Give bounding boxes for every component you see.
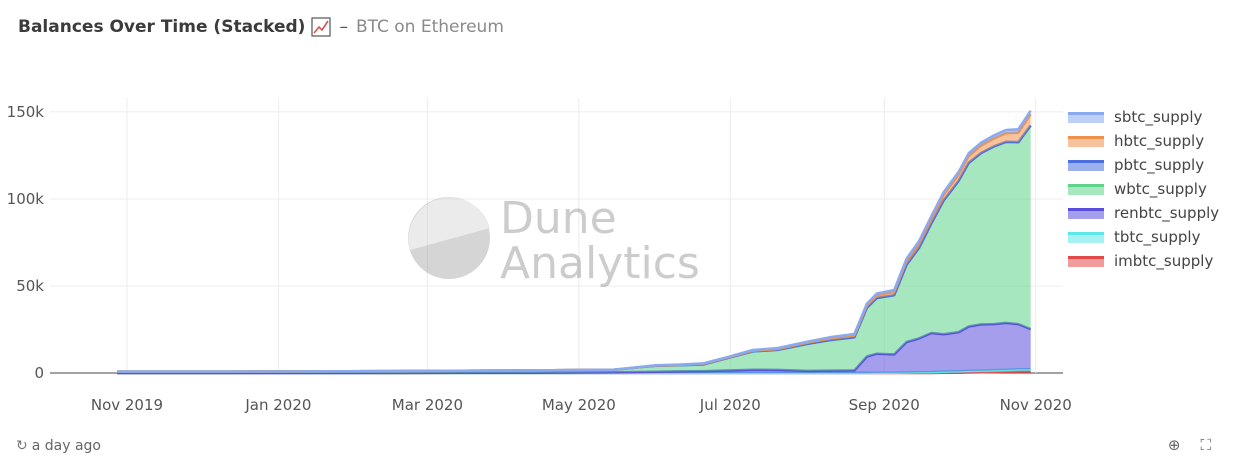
- legend-swatch-line: [1068, 112, 1104, 115]
- fullscreen-icon[interactable]: ⛶: [1200, 436, 1211, 454]
- legend-swatch: [1068, 111, 1104, 123]
- legend-item-tbtc_supply[interactable]: tbtc_supply: [1068, 225, 1219, 249]
- zoom-icon[interactable]: ⊕: [1167, 436, 1181, 454]
- legend-swatch-line: [1068, 256, 1104, 259]
- y-tick-label: 50k: [16, 277, 44, 295]
- legend-label: wbtc_supply: [1114, 180, 1207, 198]
- legend-swatch-line: [1068, 160, 1104, 163]
- x-tick-label: Mar 2020: [392, 396, 463, 414]
- watermark-line2: Analytics: [500, 238, 700, 289]
- line-sbtc_supply: [117, 110, 1032, 373]
- chart-header: Balances Over Time (Stacked) – BTC on Et…: [18, 14, 504, 40]
- y-tick-label: 0: [34, 364, 44, 382]
- area-renbtc_supply: [117, 322, 1031, 373]
- legend-label: renbtc_supply: [1114, 204, 1220, 222]
- legend-item-hbtc_supply[interactable]: hbtc_supply: [1068, 129, 1219, 153]
- y-tick-label: 100k: [7, 190, 45, 208]
- legend-swatch-line: [1068, 136, 1104, 139]
- updated-label: a day ago: [31, 438, 101, 454]
- x-tick-label: Nov 2019: [91, 396, 163, 414]
- legend-swatch-line: [1068, 232, 1104, 235]
- legend-swatch-fill: [1068, 138, 1104, 147]
- watermark-logo: [408, 197, 490, 279]
- chart-title: Balances Over Time (Stacked): [18, 17, 306, 37]
- x-tick-label: Jul 2020: [699, 396, 761, 414]
- legend-label: hbtc_supply: [1114, 132, 1205, 150]
- y-tick-label: 150k: [7, 103, 45, 121]
- legend-item-renbtc_supply[interactable]: renbtc_supply: [1068, 201, 1219, 225]
- x-tick-label: Sep 2020: [849, 396, 920, 414]
- last-updated: ↻ a day ago: [16, 438, 101, 454]
- legend-swatch-fill: [1068, 114, 1104, 123]
- legend-swatch: [1068, 135, 1104, 147]
- legend-swatch-fill: [1068, 210, 1104, 219]
- x-tick-label: Nov 2020: [1000, 396, 1072, 414]
- legend-label: tbtc_supply: [1114, 228, 1201, 246]
- x-tick-label: May 2020: [542, 396, 616, 414]
- legend-item-sbtc_supply[interactable]: sbtc_supply: [1068, 105, 1219, 129]
- line-chart-icon: [311, 17, 332, 37]
- legend-swatch-line: [1068, 184, 1104, 187]
- title-separator: –: [339, 17, 348, 37]
- refresh-icon[interactable]: ↻: [16, 438, 28, 454]
- legend-label: imbtc_supply: [1114, 252, 1214, 270]
- legend-swatch: [1068, 159, 1104, 171]
- chart-legend: sbtc_supply hbtc_supply pbtc_supply wbtc_su…: [1068, 105, 1219, 273]
- legend-swatch: [1068, 207, 1104, 219]
- legend-swatch-line: [1068, 208, 1104, 211]
- x-tick-label: Jan 2020: [244, 396, 311, 414]
- legend-swatch: [1068, 231, 1104, 243]
- legend-swatch-fill: [1068, 258, 1104, 267]
- legend-label: pbtc_supply: [1114, 156, 1205, 174]
- legend-swatch-fill: [1068, 234, 1104, 243]
- legend-item-pbtc_supply[interactable]: pbtc_supply: [1068, 153, 1219, 177]
- footer-actions: ⊕ ⛶: [1168, 436, 1211, 454]
- legend-swatch: [1068, 183, 1104, 195]
- legend-swatch-fill: [1068, 186, 1104, 195]
- watermark-line1: Dune: [500, 193, 617, 244]
- legend-item-imbtc_supply[interactable]: imbtc_supply: [1068, 249, 1219, 273]
- query-name-link[interactable]: BTC on Ethereum: [355, 17, 504, 37]
- watermark-logo-slice: [408, 197, 490, 250]
- legend-swatch: [1068, 255, 1104, 267]
- legend-swatch-fill: [1068, 162, 1104, 171]
- legend-label: sbtc_supply: [1114, 108, 1203, 126]
- legend-item-wbtc_supply[interactable]: wbtc_supply: [1068, 177, 1219, 201]
